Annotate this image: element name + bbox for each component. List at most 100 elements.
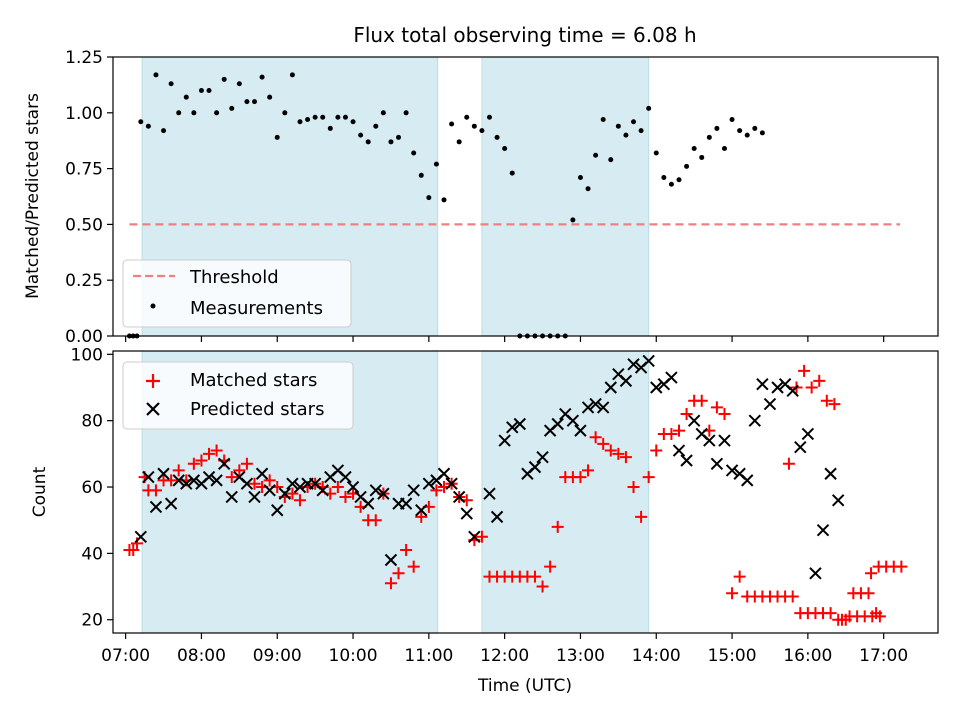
y-tick-label: 40 <box>81 544 103 564</box>
matched-star-point <box>828 398 841 411</box>
y-tick-label: 0.75 <box>65 160 103 180</box>
predicted-star-point <box>263 484 276 497</box>
x-tick-label: 10:00 <box>329 646 378 666</box>
predicted-star-point <box>756 377 769 391</box>
matched-star-point <box>551 520 564 533</box>
predicted-star-point <box>771 381 784 394</box>
measurement-point <box>289 72 295 78</box>
predicted-star-point <box>741 474 754 487</box>
measurement-point <box>373 123 379 129</box>
x-tick-label: 14:00 <box>632 646 681 666</box>
predicted-star-point <box>278 487 292 500</box>
predicted-star-point <box>142 470 155 484</box>
measurement-point <box>721 146 727 152</box>
measurement-point <box>183 94 189 100</box>
measurement-point <box>396 134 402 140</box>
predicted-star-point <box>316 484 329 497</box>
predicted-star-point <box>619 374 633 388</box>
measurement-point <box>403 110 409 116</box>
predicted-star-point <box>339 470 352 484</box>
measurement-point <box>418 172 424 178</box>
measurement-point <box>653 150 659 156</box>
matched-star-point <box>604 444 617 457</box>
matched-star-point <box>240 457 253 470</box>
predicted-star-point <box>210 474 223 487</box>
predicted-star-point <box>816 523 830 537</box>
measurement-point <box>615 123 621 129</box>
measurements-legend-label: Measurements <box>190 298 323 319</box>
predicted-star-point <box>346 480 360 494</box>
bottom-legend-box <box>122 361 354 430</box>
matched-star-point <box>862 587 875 600</box>
predicted-star-point <box>574 424 587 437</box>
predicted-star-point <box>248 490 261 504</box>
predicted-star-point <box>468 530 481 543</box>
measurement-point <box>684 163 690 169</box>
matched-star-point <box>798 364 811 377</box>
top-title: Flux total observing time = 6.08 h <box>353 23 696 47</box>
measurement-point <box>380 110 386 116</box>
top-y-ticks: 0.00 0.25 0.50 0.75 1.00 1.25 <box>65 48 113 347</box>
bottom-y-ticks: 20 40 60 80 100 <box>71 345 113 631</box>
matched-star-point <box>172 464 185 477</box>
predicted-star-point <box>672 444 686 457</box>
measurement-point <box>145 123 151 129</box>
matched-star-point <box>582 464 595 477</box>
predicted-star-point <box>452 490 466 504</box>
matched-star-point <box>225 471 238 484</box>
predicted-star-point <box>202 470 216 484</box>
matched-star-point <box>400 544 413 557</box>
predicted-star-point <box>794 441 807 454</box>
matched-star-points <box>123 364 908 626</box>
matched-star-point <box>865 567 878 580</box>
measurement-point <box>305 116 311 122</box>
measurement-point <box>699 154 705 160</box>
predicted-star-point <box>589 397 602 411</box>
matched-star-point <box>589 431 602 444</box>
measurement-point <box>176 110 182 116</box>
measurement-point <box>631 119 637 125</box>
matched-star-point <box>873 610 886 623</box>
measurement-point <box>509 170 515 176</box>
measurement-point <box>646 105 652 111</box>
measurement-point <box>464 114 470 120</box>
matched-star-point <box>627 481 640 494</box>
predicted-star-point <box>725 464 739 477</box>
x-axis-label: Time (UTC) <box>477 676 572 696</box>
matched-legend-handle <box>146 374 160 388</box>
measurement-point <box>259 74 265 80</box>
predicted-star-point <box>703 434 716 447</box>
predicted-star-point <box>271 504 284 517</box>
matched-star-point <box>733 570 746 583</box>
predicted-star-point <box>551 417 564 431</box>
measurement-point <box>570 217 576 223</box>
measurement-point <box>433 161 439 167</box>
measurement-point <box>661 175 667 181</box>
measurement-point <box>327 125 333 131</box>
measurements-legend-handle <box>150 303 156 309</box>
y-tick-label: 1.25 <box>65 48 103 68</box>
matched-star-point <box>695 394 708 407</box>
matched-star-point <box>203 447 216 460</box>
measurement-point <box>350 119 356 125</box>
predicted-star-point <box>786 384 799 398</box>
measurement-point <box>312 114 318 120</box>
measurement-point <box>577 175 583 181</box>
predicted-star-point <box>149 500 163 514</box>
measurement-point <box>691 146 697 152</box>
measurement-point <box>714 125 720 131</box>
predicted-star-point <box>407 484 420 497</box>
predicted-star-point <box>286 477 299 490</box>
shaded-interval <box>481 350 650 634</box>
predicted-star-point <box>528 460 542 474</box>
matched-star-point <box>680 408 693 421</box>
predicted-star-point <box>566 414 580 427</box>
measurement-point <box>342 114 348 120</box>
measurement-point <box>320 114 326 120</box>
predicted-star-point <box>217 457 231 471</box>
matched-star-point <box>286 487 299 500</box>
measurement-point <box>411 150 417 156</box>
predicted-star-point <box>187 474 201 487</box>
predicted-star-point <box>680 454 693 467</box>
